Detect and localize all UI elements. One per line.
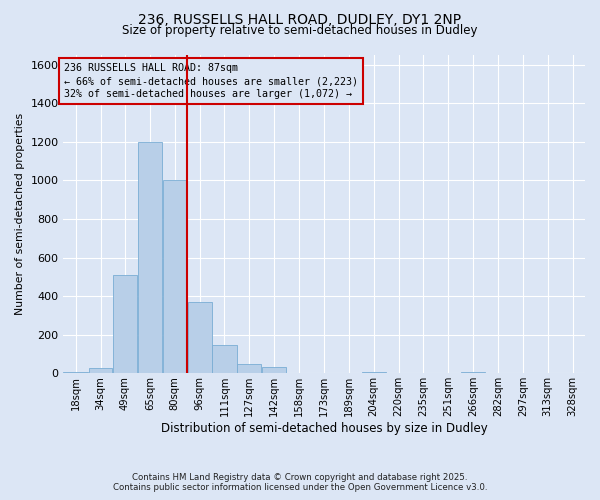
Bar bbox=[461, 372, 485, 374]
Bar bbox=[89, 368, 112, 374]
X-axis label: Distribution of semi-detached houses by size in Dudley: Distribution of semi-detached houses by … bbox=[161, 422, 487, 435]
Text: 236 RUSSELLS HALL ROAD: 87sqm
← 66% of semi-detached houses are smaller (2,223)
: 236 RUSSELLS HALL ROAD: 87sqm ← 66% of s… bbox=[64, 63, 358, 100]
Text: Contains HM Land Registry data © Crown copyright and database right 2025.: Contains HM Land Registry data © Crown c… bbox=[132, 474, 468, 482]
Y-axis label: Number of semi-detached properties: Number of semi-detached properties bbox=[15, 113, 25, 315]
Text: Contains public sector information licensed under the Open Government Licence v3: Contains public sector information licen… bbox=[113, 484, 487, 492]
Bar bbox=[138, 142, 162, 374]
Bar bbox=[237, 364, 262, 374]
Bar bbox=[63, 372, 88, 374]
Bar bbox=[262, 366, 286, 374]
Bar bbox=[362, 372, 386, 374]
Text: 236, RUSSELLS HALL ROAD, DUDLEY, DY1 2NP: 236, RUSSELLS HALL ROAD, DUDLEY, DY1 2NP bbox=[139, 12, 461, 26]
Bar bbox=[188, 302, 212, 374]
Bar bbox=[113, 275, 137, 374]
Text: Size of property relative to semi-detached houses in Dudley: Size of property relative to semi-detach… bbox=[122, 24, 478, 37]
Bar bbox=[212, 346, 236, 374]
Bar bbox=[163, 180, 187, 374]
